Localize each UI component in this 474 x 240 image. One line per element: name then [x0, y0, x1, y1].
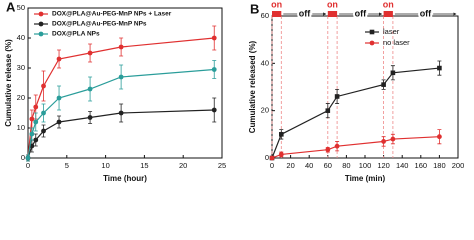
- legend-marker: [369, 29, 375, 35]
- x-axis-label: Time (min): [345, 174, 386, 183]
- x-tick-label: 140: [396, 161, 409, 170]
- x-tick-label: 25: [218, 161, 226, 170]
- y-tick-label: 40: [261, 58, 269, 67]
- y-tick-label: 10: [17, 123, 25, 132]
- y-tick-label: 50: [17, 3, 25, 12]
- legend-label: laser: [383, 27, 400, 36]
- marker: [87, 86, 93, 92]
- phase-label: off: [420, 8, 432, 18]
- marker: [33, 137, 39, 143]
- x-tick-label: 160: [415, 161, 428, 170]
- x-tick-label: 180: [433, 161, 446, 170]
- legend-label: DOX@PLA@Au-PEG-MnP NPs + Laser: [52, 11, 172, 18]
- legend-label: DOX@PLA@Au-PEG-MnP NPs: [52, 21, 147, 28]
- x-axis-label: Time (hour): [103, 174, 147, 183]
- series-line: [271, 136, 440, 159]
- x-tick-label: 20: [179, 161, 187, 170]
- marker: [325, 147, 331, 153]
- legend-marker: [38, 11, 44, 17]
- phase-label: off: [299, 8, 311, 18]
- figure: A 0 10 20 30 40 50 0 5 10 15 20 25 Time (hour) Cumulat…: [4, 0, 465, 183]
- marker: [437, 65, 442, 71]
- on-box: [272, 11, 282, 17]
- x-tick-label: 0: [270, 161, 274, 170]
- y-tick-label: 40: [17, 33, 25, 42]
- x-tick-label: 10: [101, 161, 109, 170]
- x-tick-label: 20: [286, 161, 294, 170]
- phase-label: on: [271, 0, 282, 9]
- marker: [279, 132, 284, 137]
- marker: [25, 155, 31, 161]
- marker: [56, 95, 62, 101]
- plot-frame: [27, 7, 223, 159]
- marker: [334, 143, 340, 149]
- marker: [211, 107, 217, 113]
- legend-marker: [38, 31, 44, 37]
- legend-marker: [38, 21, 44, 27]
- marker: [211, 67, 217, 72]
- marker: [29, 131, 35, 137]
- marker: [41, 128, 46, 134]
- marker: [390, 70, 396, 76]
- marker: [41, 110, 46, 116]
- legend-label: no laser: [383, 38, 410, 47]
- y-tick-label: 30: [17, 63, 25, 72]
- marker: [33, 104, 39, 110]
- marker: [118, 74, 124, 80]
- marker: [269, 155, 275, 161]
- on-box: [327, 11, 338, 17]
- marker: [87, 50, 93, 56]
- x-tick-label: 0: [26, 161, 30, 170]
- y-tick-label: 0: [21, 153, 25, 162]
- marker: [87, 115, 93, 120]
- x-tick-label: 120: [377, 161, 390, 170]
- y-tick-label: 0: [265, 153, 269, 162]
- marker: [56, 119, 62, 125]
- x-tick-label: 40: [305, 161, 313, 170]
- x-tick-label: 5: [65, 161, 69, 170]
- marker: [390, 136, 396, 142]
- x-tick-label: 100: [359, 161, 372, 170]
- x-tick-label: 80: [342, 161, 350, 170]
- x-tick-label: 60: [324, 161, 332, 170]
- y-tick-label: 20: [261, 106, 269, 115]
- marker: [211, 35, 217, 41]
- marker: [278, 152, 284, 157]
- panel-label: A: [6, 0, 16, 14]
- x-tick-label: 200: [452, 161, 465, 170]
- legend-marker: [369, 40, 375, 46]
- phase-label: on: [383, 0, 394, 9]
- y-axis-label: Cumulative released (%): [248, 40, 257, 133]
- phase-label: on: [327, 0, 338, 9]
- marker: [334, 94, 340, 99]
- marker: [381, 139, 386, 144]
- marker: [437, 134, 442, 140]
- y-tick-label: 60: [261, 11, 269, 20]
- legend-label: DOX@PLA NPs: [52, 31, 100, 38]
- marker: [41, 83, 46, 89]
- panel-label: B: [250, 1, 259, 16]
- marker: [118, 110, 124, 116]
- y-tick-label: 20: [17, 93, 25, 102]
- marker: [56, 56, 62, 62]
- marker: [118, 44, 124, 50]
- on-box: [383, 11, 393, 17]
- marker: [381, 82, 386, 87]
- phase-label: off: [355, 8, 367, 18]
- marker: [29, 116, 35, 122]
- y-axis-label: Cumulative release (%): [4, 39, 13, 127]
- x-tick-label: 15: [140, 161, 148, 170]
- marker: [325, 108, 331, 113]
- marker: [33, 119, 39, 125]
